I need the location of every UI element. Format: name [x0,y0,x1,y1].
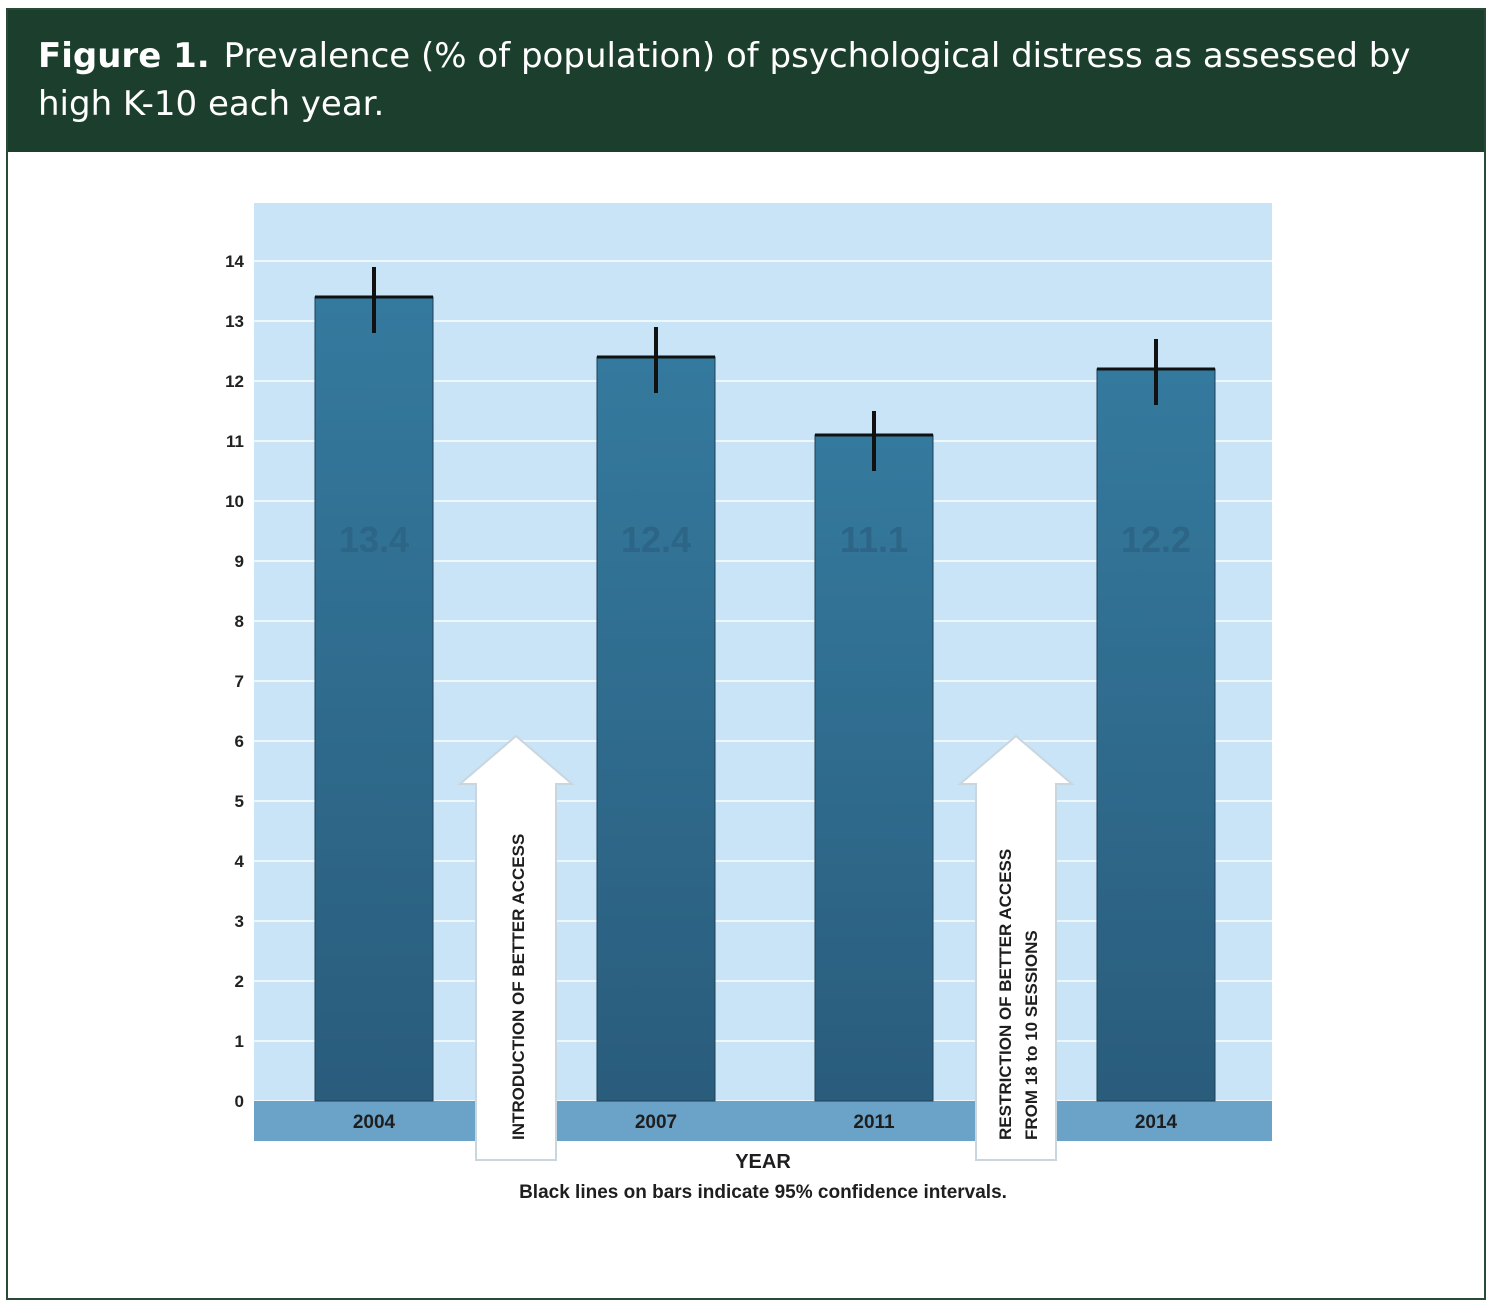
y-tick-label: 0 [235,1092,244,1111]
x-tick-label-2004: 2004 [353,1112,396,1133]
y-tick-label: 6 [235,732,244,751]
chart-note: Black lines on bars indicate 95% confide… [519,1182,1007,1203]
x-tick-label-2014: 2014 [1135,1112,1178,1133]
y-tick-label: 7 [235,672,244,691]
figure-header: Figure 1. Prevalence (% of population) of… [8,10,1484,152]
figure-caption: Prevalence (% of population) of psycholo… [38,36,1411,124]
value-label-2014: 12.2 [1121,519,1191,560]
annotation-text-1: INTRODUCTION OF BETTER ACCESS [509,834,528,1140]
y-tick-label: 12 [225,372,244,391]
x-axis-band [1057,1101,1272,1141]
y-tick-label: 4 [235,852,245,871]
y-tick-label: 9 [235,552,244,571]
annotation-arrow-1 [457,734,575,1161]
y-tick-label: 13 [225,312,244,331]
x-tick-label-2007: 2007 [635,1112,677,1133]
figure-label: Figure 1. [38,36,210,76]
value-label-2004: 13.4 [339,519,409,560]
y-tick-label: 3 [235,912,244,931]
y-tick-label: 8 [235,612,244,631]
x-axis-band [557,1101,975,1141]
x-axis-label: YEAR [735,1151,791,1173]
y-tick-label: 5 [235,792,244,811]
value-label-2007: 12.4 [621,519,691,560]
y-tick-label: 11 [226,432,244,451]
x-axis-band [254,1101,475,1141]
y-tick-label: 2 [235,972,244,991]
bar-2011 [814,434,934,1102]
bar-2004 [314,296,434,1102]
y-tick-label: 14 [225,252,244,271]
y-tick-label: 10 [225,492,244,511]
annotation-text-2: RESTRICTION OF BETTER ACCESS [996,849,1015,1140]
y-tick-label: 1 [235,1032,244,1051]
annotation-arrow-2 [957,734,1075,1161]
bar-2014 [1096,368,1216,1102]
x-tick-label-2011: 2011 [853,1112,895,1133]
value-label-2011: 11.1 [840,519,908,560]
annotation-text-2: FROM 18 to 10 SESSIONS [1022,930,1041,1140]
bar-2007 [596,356,716,1102]
